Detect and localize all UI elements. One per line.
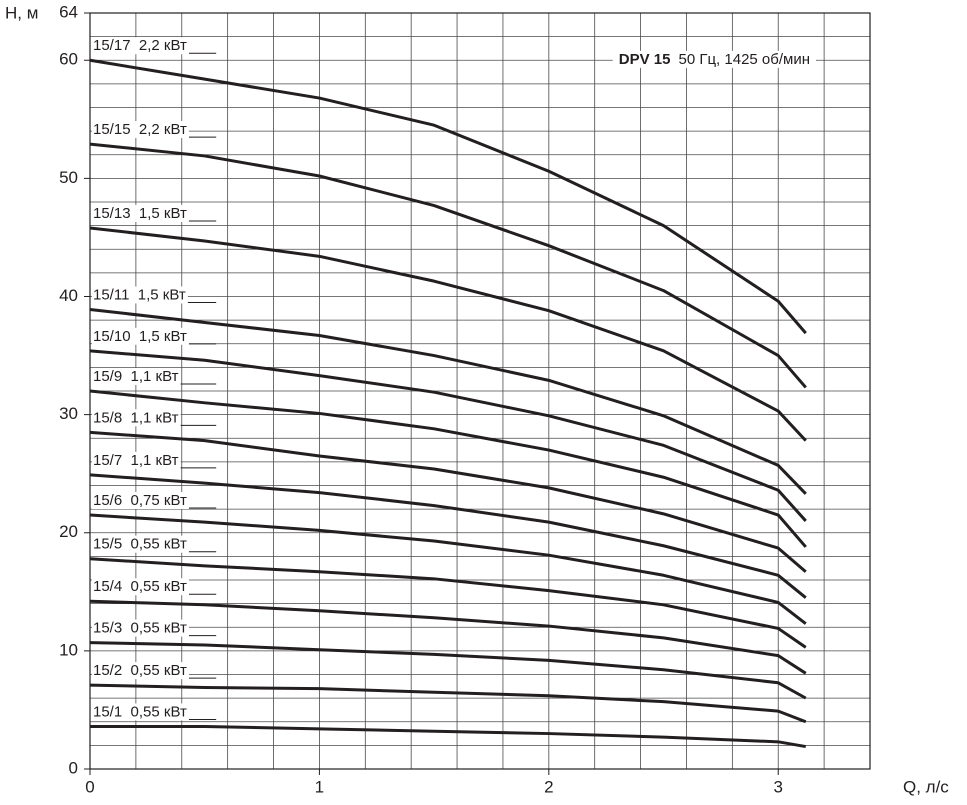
pump-curve <box>89 683 807 724</box>
label-background <box>92 662 189 680</box>
label-background <box>92 578 189 596</box>
pump-curve <box>89 513 807 625</box>
series-label: 15/2 0,55 кВт <box>93 662 187 679</box>
pump-curve <box>89 308 807 495</box>
label-background <box>92 204 189 222</box>
y-tick-label: 40 <box>59 286 78 305</box>
y-tick-label: 10 <box>59 640 78 659</box>
x-tick-label: 1 <box>315 777 324 796</box>
y-axis-label: H, м <box>5 3 38 22</box>
pump-curve <box>89 389 807 548</box>
pump-curve <box>89 58 807 335</box>
series-label: 15/1 0,55 кВт <box>93 703 187 720</box>
chart-title: DPV 15 50 Гц, 1425 об/мин <box>619 51 810 68</box>
y-tick-label: 20 <box>59 522 78 541</box>
series-label: 15/11 1,5 кВт <box>93 286 186 303</box>
y-tick-label: 50 <box>59 168 78 187</box>
grid <box>84 12 871 775</box>
series-label: 15/17 2,2 кВт <box>93 37 187 54</box>
label-background <box>92 121 189 139</box>
pump-curve <box>89 430 807 573</box>
label-background <box>92 451 181 469</box>
x-tick-label: 0 <box>85 777 94 796</box>
series-label: 15/4 0,55 кВт <box>93 578 187 595</box>
labels: 0 10 20 30 40 50 60 64 0 1 2 3 15/17 2,2 кВт 15/15 2,… <box>59 2 816 796</box>
series-label: 15/7 1,1 кВт <box>93 452 179 469</box>
pump-curve <box>89 226 807 442</box>
pump-curve <box>89 142 807 389</box>
series-label: 15/10 1,5 кВт <box>93 328 187 345</box>
series-label: 15/6 0,75 кВт <box>93 492 187 509</box>
label-background <box>92 703 189 721</box>
y-tick-label: 60 <box>59 50 78 69</box>
y-tick-label: 64 <box>59 2 78 21</box>
x-tick-label: 3 <box>774 777 783 796</box>
pump-curve <box>89 349 807 522</box>
subtitle: 50 Гц, 1425 об/мин <box>678 51 810 68</box>
pump-curve <box>89 557 807 649</box>
curves <box>89 58 807 749</box>
label-background <box>92 535 189 553</box>
series-label: 15/5 0,55 кВт <box>93 536 187 553</box>
label-background <box>92 492 189 509</box>
series-label: 15/13 1,5 кВт <box>93 205 187 222</box>
label-background <box>92 286 188 304</box>
pump-curve <box>89 473 807 599</box>
series-label: 15/15 2,2 кВт <box>93 121 187 138</box>
x-tick-label: 2 <box>544 777 553 796</box>
pump-curve <box>89 599 807 675</box>
label-background <box>92 367 181 385</box>
label-background <box>92 409 181 427</box>
title-background <box>612 50 816 68</box>
series-label: 15/3 0,55 кВт <box>93 620 187 637</box>
pump-curve <box>90 724 807 749</box>
x-axis-label: Q, л/с <box>903 777 949 796</box>
pump-curve <box>89 641 807 700</box>
series-label: 15/8 1,1 кВт <box>93 409 179 426</box>
title: DPV 15 <box>619 51 671 68</box>
label-background <box>92 37 189 55</box>
y-tick-label: 0 <box>69 758 78 777</box>
series-label: 15/9 1,1 кВт <box>93 368 179 385</box>
y-tick-label: 30 <box>59 404 78 423</box>
label-background <box>92 619 189 637</box>
label-background <box>92 327 189 345</box>
